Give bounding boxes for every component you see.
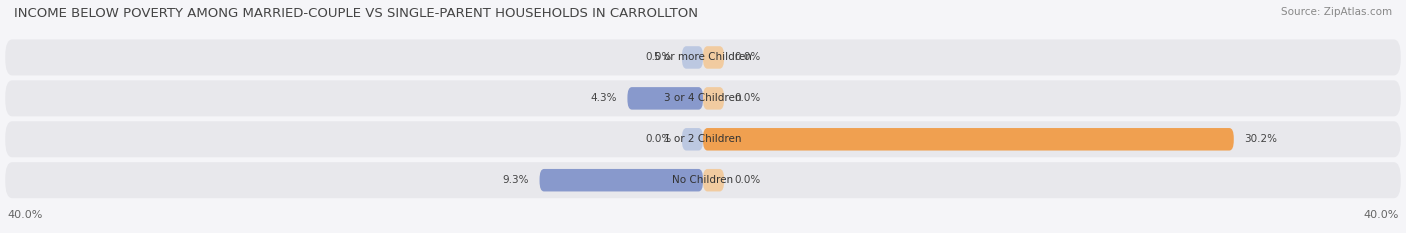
FancyBboxPatch shape: [703, 46, 724, 69]
FancyBboxPatch shape: [682, 46, 703, 69]
Text: 40.0%: 40.0%: [1364, 210, 1399, 220]
Text: 4.3%: 4.3%: [591, 93, 617, 103]
Text: 9.3%: 9.3%: [502, 175, 529, 185]
Text: No Children: No Children: [672, 175, 734, 185]
Text: 0.0%: 0.0%: [734, 52, 761, 62]
Text: 0.0%: 0.0%: [734, 93, 761, 103]
FancyBboxPatch shape: [540, 169, 703, 192]
FancyBboxPatch shape: [627, 87, 703, 110]
FancyBboxPatch shape: [6, 162, 1400, 198]
Text: 30.2%: 30.2%: [1244, 134, 1277, 144]
FancyBboxPatch shape: [6, 39, 1400, 75]
Text: 5 or more Children: 5 or more Children: [654, 52, 752, 62]
Text: 40.0%: 40.0%: [7, 210, 42, 220]
FancyBboxPatch shape: [682, 128, 703, 151]
FancyBboxPatch shape: [703, 87, 724, 110]
Text: 0.0%: 0.0%: [645, 52, 672, 62]
Text: 0.0%: 0.0%: [645, 134, 672, 144]
FancyBboxPatch shape: [703, 169, 724, 192]
Text: 0.0%: 0.0%: [734, 175, 761, 185]
Text: 1 or 2 Children: 1 or 2 Children: [664, 134, 742, 144]
Text: Source: ZipAtlas.com: Source: ZipAtlas.com: [1281, 7, 1392, 17]
FancyBboxPatch shape: [703, 128, 1234, 151]
Text: INCOME BELOW POVERTY AMONG MARRIED-COUPLE VS SINGLE-PARENT HOUSEHOLDS IN CARROLL: INCOME BELOW POVERTY AMONG MARRIED-COUPL…: [14, 7, 697, 20]
FancyBboxPatch shape: [6, 121, 1400, 157]
FancyBboxPatch shape: [6, 80, 1400, 116]
Text: 3 or 4 Children: 3 or 4 Children: [664, 93, 742, 103]
